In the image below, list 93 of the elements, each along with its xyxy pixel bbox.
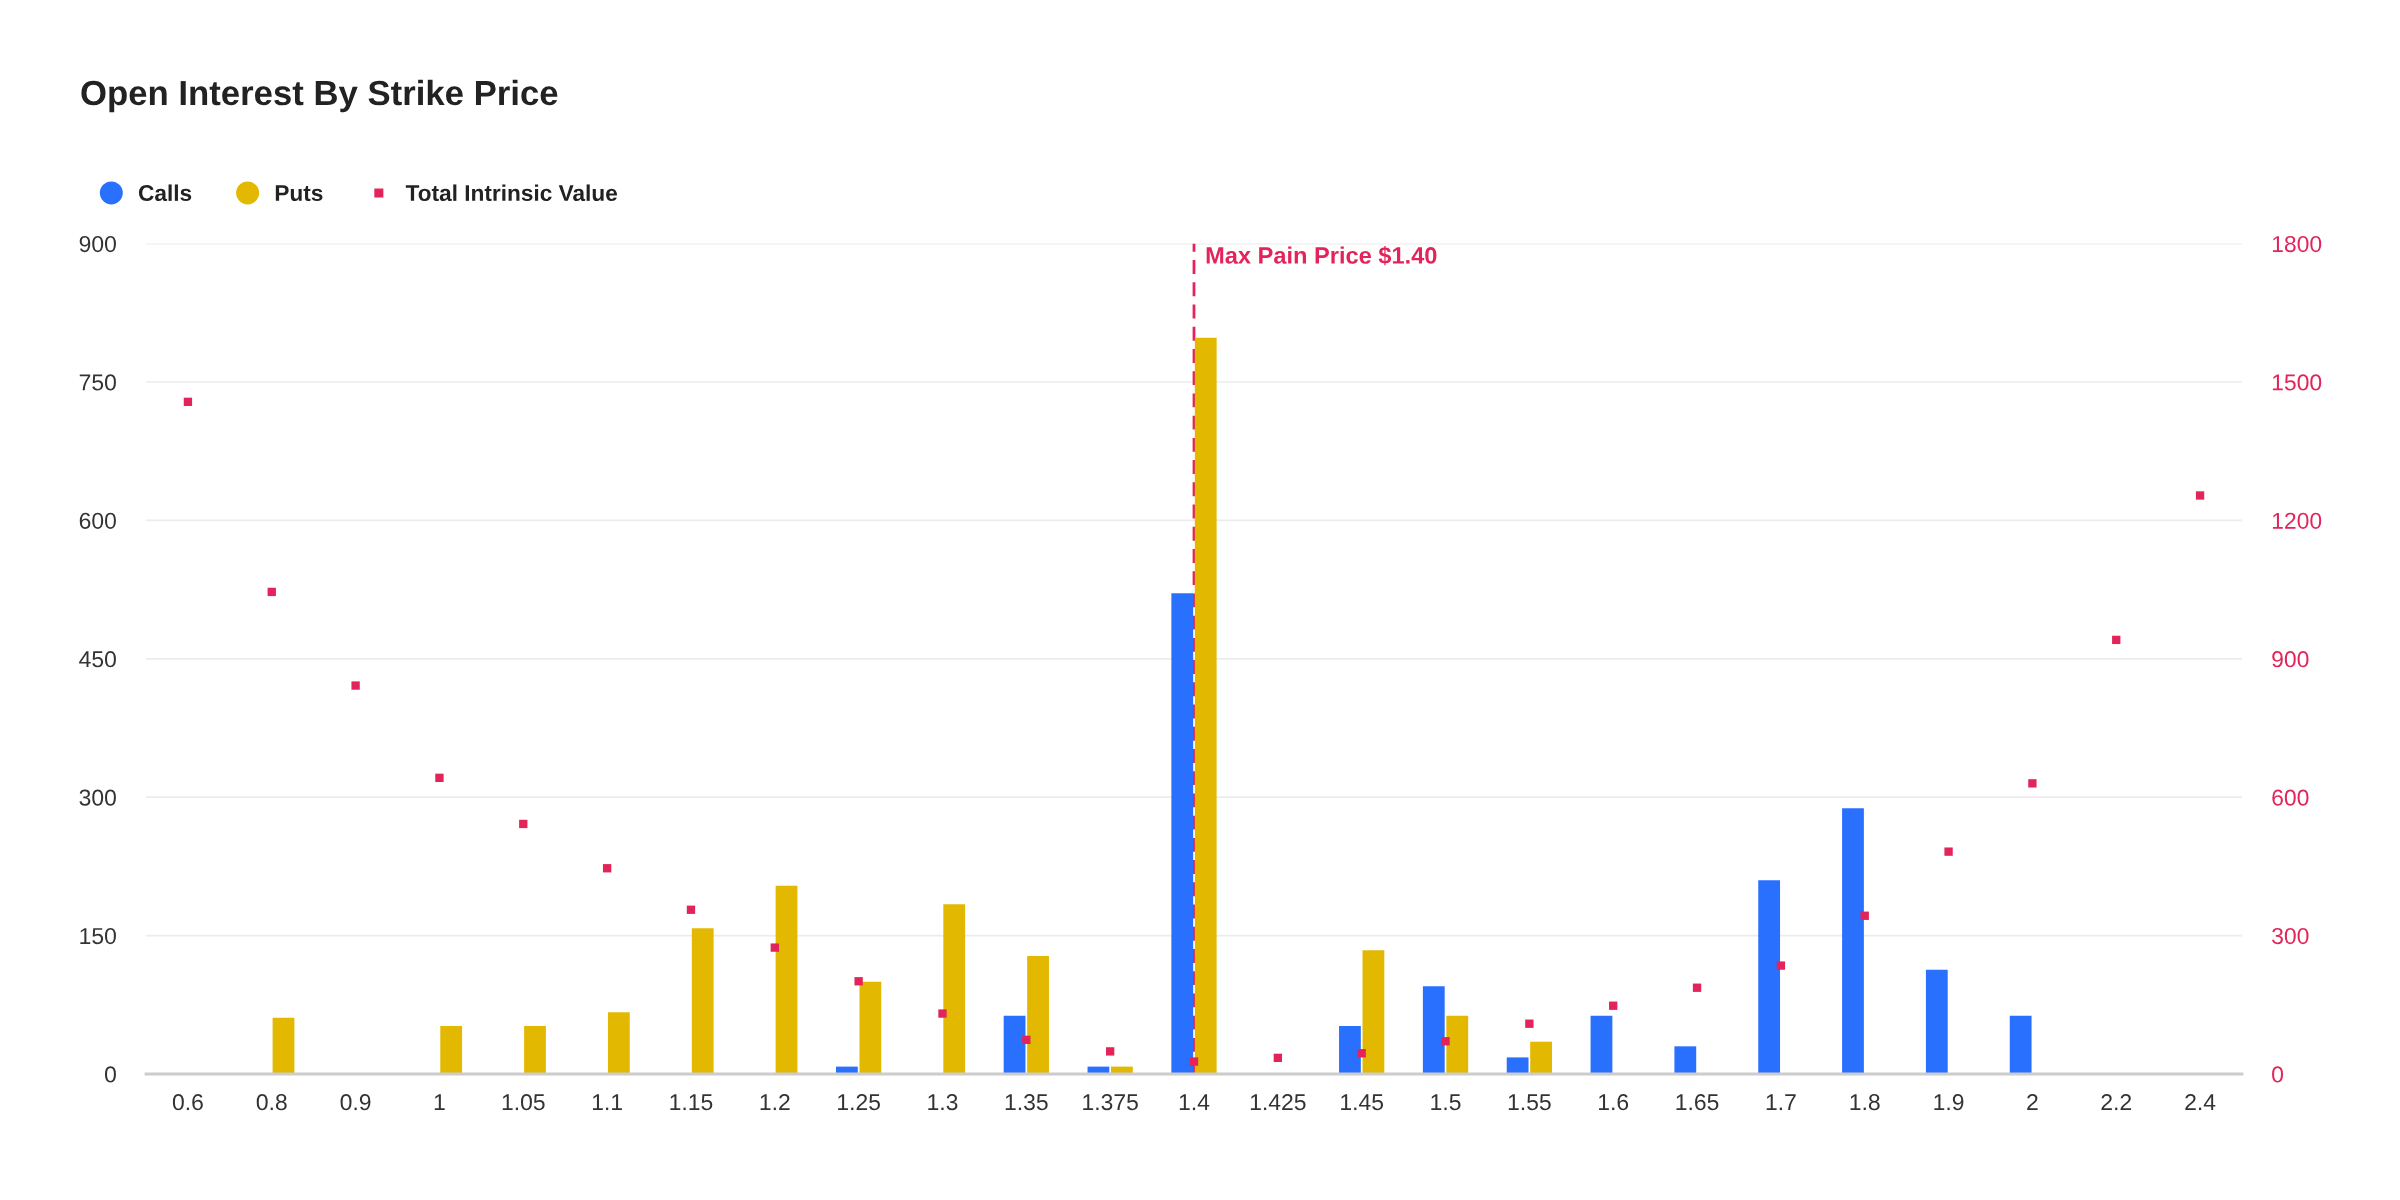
point	[1860, 911, 1869, 920]
y2-tick-label: 1500	[2272, 374, 2322, 391]
bar	[1339, 1026, 1361, 1074]
x-tick-label: 0.8	[256, 1094, 287, 1111]
point	[267, 587, 276, 597]
x-tick-label: 1.5	[1431, 1094, 1461, 1111]
point	[770, 943, 779, 952]
bar	[2009, 1015, 2032, 1074]
x-tick-label: 1.65	[1676, 1094, 1719, 1111]
point	[854, 977, 863, 986]
bar	[1842, 808, 1864, 1074]
point	[2195, 491, 2205, 500]
x-tick-label: 1.1	[592, 1094, 622, 1111]
y2-tick-label: 300	[2272, 927, 2309, 945]
bar	[1758, 880, 1781, 1074]
point	[1525, 1019, 1534, 1028]
x-tick-label: 1.25	[838, 1094, 880, 1111]
chart-title: Open Interest By Strike Price	[81, 79, 558, 113]
legend-label: Puts	[275, 185, 323, 202]
point	[519, 819, 528, 829]
bar	[1590, 1015, 1613, 1074]
y2-tick-label: 900	[2272, 651, 2309, 668]
y-tick-label: 450	[79, 651, 116, 668]
legend-label: Calls	[138, 184, 192, 202]
point	[435, 773, 444, 782]
bar	[607, 1012, 630, 1074]
point	[602, 864, 612, 873]
bar	[1506, 1057, 1529, 1074]
bar	[272, 1017, 295, 1074]
y2-tick-label: 0	[2272, 1066, 2284, 1083]
bar	[691, 928, 714, 1074]
bar	[1925, 969, 1948, 1074]
x-tick-label: 1.425	[1250, 1094, 1306, 1111]
x-tick-label: 1.35	[1005, 1094, 1048, 1111]
x-tick-label: 2.4	[2185, 1094, 2216, 1111]
y-tick-label: 900	[79, 235, 116, 253]
bar	[1027, 955, 1049, 1074]
y-tick-label: 600	[79, 512, 116, 529]
bar	[775, 885, 798, 1074]
y-tick-label: 300	[79, 789, 116, 806]
point	[1357, 1049, 1366, 1058]
point	[2112, 635, 2121, 645]
x-tick-label: 1.55	[1508, 1094, 1551, 1111]
x-tick-label: 1.6	[1599, 1094, 1629, 1111]
bar	[1674, 1046, 1697, 1074]
point	[1944, 847, 1953, 856]
x-tick-label: 1.2	[760, 1094, 790, 1111]
x-tick-label: 1	[434, 1094, 445, 1111]
x-tick-label: 0.6	[172, 1094, 203, 1111]
bar	[943, 904, 966, 1074]
point	[1776, 961, 1786, 970]
y-tick-label: 750	[79, 374, 116, 391]
x-tick-label: 0.9	[340, 1094, 371, 1111]
bar	[1194, 337, 1217, 1074]
x-tick-label: 1.05	[502, 1094, 545, 1111]
bar	[1446, 1015, 1469, 1074]
x-tick-label: 1.4	[1179, 1094, 1210, 1111]
x-tick-label: 1.9	[1934, 1094, 1964, 1111]
point	[1692, 983, 1702, 992]
ref-line-label: Max Pain Price $1.40	[1206, 246, 1437, 266]
x-tick-label: 1.375	[1083, 1094, 1138, 1111]
x-tick-label: 1.8	[1850, 1094, 1880, 1111]
bar	[1171, 593, 1194, 1074]
bar	[1362, 950, 1385, 1074]
legend-label: Total Intrinsic Value	[405, 184, 617, 202]
bar	[524, 1026, 546, 1074]
point	[1189, 1057, 1199, 1066]
x-tick-label: 1.15	[670, 1094, 713, 1111]
y2-tick-label: 600	[2272, 789, 2309, 806]
point	[1609, 1001, 1618, 1010]
point	[686, 905, 696, 914]
y2-tick-label: 1200	[2272, 512, 2322, 529]
x-tick-label: 2.2	[2101, 1094, 2132, 1111]
y-tick-label: 150	[80, 927, 116, 945]
point	[1273, 1053, 1283, 1063]
y-tick-label: 0	[104, 1066, 116, 1083]
x-tick-label: 1.3	[928, 1094, 958, 1111]
point	[1022, 1035, 1031, 1045]
y2-tick-label: 1800	[2272, 235, 2322, 253]
bar	[1003, 1015, 1026, 1074]
point	[2028, 779, 2037, 788]
point	[938, 1009, 947, 1018]
bar	[1530, 1041, 1552, 1074]
point	[1105, 1047, 1115, 1056]
point	[1441, 1037, 1450, 1046]
x-tick-label: 1.45	[1341, 1094, 1384, 1111]
bar	[440, 1026, 463, 1074]
point	[351, 681, 360, 690]
bar	[859, 981, 882, 1074]
x-tick-label: 2	[2027, 1094, 2038, 1111]
point	[183, 397, 193, 406]
bar	[1422, 986, 1445, 1074]
x-tick-label: 1.7	[1766, 1094, 1796, 1111]
